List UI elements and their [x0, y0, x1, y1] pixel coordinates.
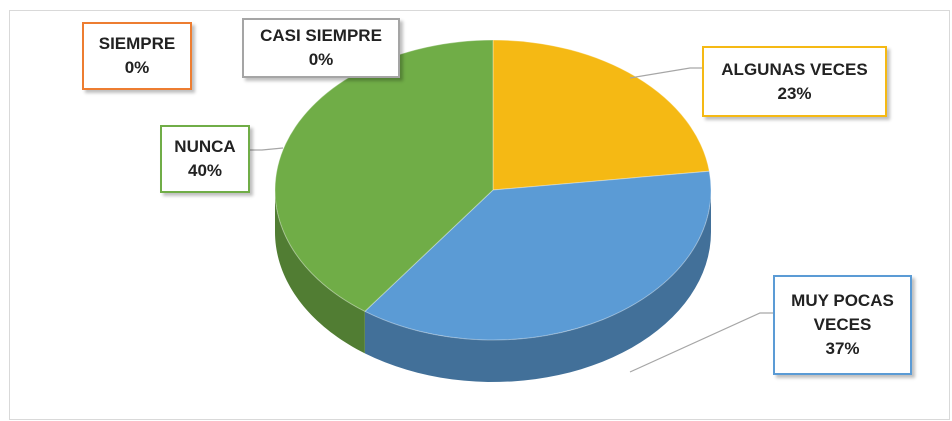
value-label: 0% — [308, 50, 334, 69]
value-label: 0% — [124, 58, 150, 77]
data-label: MUY POCAS VECES 37% — [773, 275, 912, 375]
leader-line — [629, 67, 702, 79]
slice — [364, 170, 712, 382]
category-name: CASI SIEMPRE — [260, 26, 382, 45]
category-name: MUY POCAS VECES — [791, 291, 894, 334]
category-name: SIEMPRE — [98, 34, 176, 53]
data-label: NUNCA 40% — [160, 125, 250, 193]
value-label: 40% — [187, 161, 223, 180]
slice-top — [492, 39, 710, 191]
slice — [492, 39, 710, 191]
leader-line — [250, 147, 284, 151]
category-name: ALGUNAS VECES — [721, 59, 868, 79]
slice-top — [364, 170, 712, 341]
leader-lines — [250, 67, 773, 373]
slice-top — [274, 39, 494, 312]
data-label: ALGUNAS VECES 23% — [702, 46, 887, 117]
data-label: SIEMPRE 0% — [82, 22, 192, 90]
value-label: 37% — [825, 339, 860, 358]
slice-side — [275, 190, 365, 354]
leader-line — [629, 312, 773, 373]
value-label: 23% — [777, 83, 812, 103]
slice — [274, 39, 494, 354]
slice-side — [364, 190, 711, 382]
data-label: CASI SIEMPRE 0% — [242, 18, 400, 78]
chart-border — [9, 10, 950, 420]
pie — [274, 39, 712, 382]
category-name: NUNCA — [174, 137, 236, 156]
